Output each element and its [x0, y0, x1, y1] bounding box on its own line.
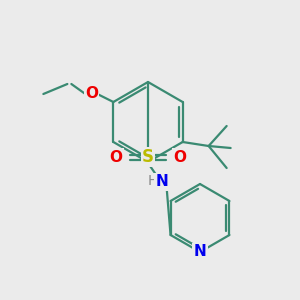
- Text: S: S: [142, 148, 154, 166]
- Text: N: N: [194, 244, 206, 260]
- Text: O: O: [85, 86, 98, 101]
- Text: O: O: [110, 149, 122, 164]
- Text: O: O: [173, 149, 187, 164]
- Text: N: N: [156, 175, 168, 190]
- Text: H: H: [148, 174, 158, 188]
